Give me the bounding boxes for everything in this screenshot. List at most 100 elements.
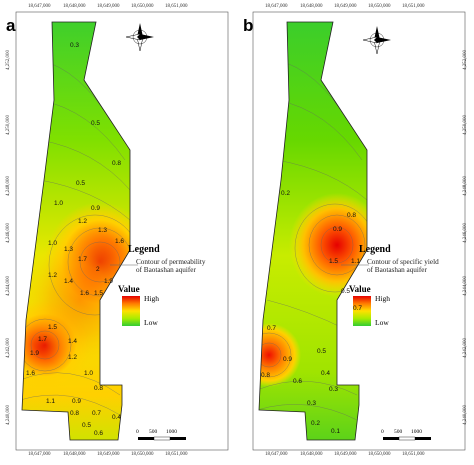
x-tick: 18,651,000 — [402, 4, 425, 9]
map-panel-b: b 18,647,000 18,648,000 18,649,000 18,65… — [237, 0, 474, 465]
contour-label: 0.5 — [341, 288, 351, 295]
scale-bar-a — [138, 436, 186, 441]
y-tick: 4,246,000 — [463, 223, 468, 243]
x-tick-bottom: 18,649,000 — [334, 452, 357, 457]
legend-description: Contour of specific yield of Baotashan a… — [367, 258, 439, 274]
value-title: Value — [349, 284, 371, 294]
contour-label: 0.7 — [353, 305, 363, 312]
legend-desc-line1: Contour of specific yield — [367, 258, 439, 266]
contour-label: 0.9 — [333, 226, 343, 233]
legend-desc-line2: of Baotashan aquifer — [136, 266, 196, 274]
contour-label: 0.4 — [321, 370, 331, 377]
scale-label: 0 — [136, 429, 139, 435]
y-tick: 4,248,000 — [463, 176, 468, 196]
north-arrow-icon — [125, 23, 154, 52]
contour-label: 1.9 — [30, 350, 40, 357]
contour-label: 0.6 — [94, 430, 104, 437]
contour-label: 0.8 — [261, 372, 271, 379]
contour-line-swatch — [341, 264, 369, 266]
contour-label: 1.5 — [329, 258, 339, 265]
contour-label: 1.9 — [104, 278, 114, 285]
ramp-high-label: High — [375, 294, 390, 303]
contour-label: 1.3 — [64, 246, 74, 253]
legend-desc-line2: of Baotashan aquifer — [367, 266, 427, 274]
contour-label: 1.0 — [54, 200, 64, 207]
x-tick-bottom: 18,651,000 — [165, 452, 188, 457]
y-tick: 4,240,000 — [6, 405, 11, 425]
contour-label: 1.5 — [48, 324, 58, 331]
contour-label: 0.9 — [72, 398, 82, 405]
contour-label: 0.3 — [329, 386, 339, 393]
x-tick-bottom: 18,649,000 — [97, 452, 120, 457]
north-arrow-icon — [362, 26, 391, 55]
contour-label: 0.5 — [76, 180, 86, 187]
x-tick: 18,649,000 — [334, 4, 357, 9]
x-tick: 18,650,000 — [368, 4, 391, 9]
contour-label: 0.9 — [91, 205, 101, 212]
map-panel-a: a 18,647,000 18,648,000 18,649,000 18,65… — [6, 4, 229, 457]
scale-label: 1000 — [411, 429, 422, 435]
contour-label: 1.6 — [80, 290, 90, 297]
x-tick: 18,651,000 — [165, 4, 188, 9]
map-canvas-a — [15, 11, 229, 451]
contour-label: 2 — [96, 266, 100, 273]
y-tick: 4,244,000 — [463, 276, 468, 296]
legend-title: Legend — [128, 244, 160, 255]
color-ramp — [353, 296, 371, 326]
y-tick: 4,246,000 — [6, 223, 11, 243]
x-tick-bottom: 18,648,000 — [63, 452, 86, 457]
y-tick: 4,242,000 — [6, 338, 11, 358]
y-tick: 4,244,000 — [6, 276, 11, 296]
contour-label: 1.4 — [68, 338, 78, 345]
contour-label: 1.4 — [64, 278, 74, 285]
contour-label: 1.6 — [26, 370, 36, 377]
scale-label: 500 — [149, 429, 158, 435]
panel-label-a: a — [6, 16, 16, 35]
contour-label: 1.1 — [46, 398, 56, 405]
contour-label: 0.8 — [347, 212, 357, 219]
x-tick-bottom: 18,650,000 — [131, 452, 154, 457]
legend-title: Legend — [359, 244, 391, 255]
contour-label: 1.2 — [68, 354, 78, 361]
legend-description: Contour of permeability of Baotashan aqu… — [136, 258, 205, 274]
x-tick-bottom: 18,648,000 — [300, 452, 323, 457]
contour-label: 0.3 — [70, 42, 80, 49]
value-title: Value — [118, 284, 140, 294]
contour-label: 1.7 — [78, 256, 88, 263]
contour-label: 0.8 — [70, 410, 80, 417]
contour-label: 0.5 — [91, 120, 101, 127]
scale-label: 1000 — [166, 429, 177, 435]
x-tick: 18,649,000 — [97, 4, 120, 9]
contour-label: 0.7 — [267, 325, 277, 332]
panel-label-b: b — [243, 16, 254, 35]
aquifer-boundary-a — [21, 21, 131, 441]
x-tick: 18,647,000 — [28, 4, 51, 9]
contour-label: 1.3 — [98, 227, 108, 234]
contour-label: 0.4 — [112, 414, 122, 421]
contour-label: 1.0 — [48, 240, 58, 247]
y-tick: 4,240,000 — [463, 405, 468, 425]
scale-label: 500 — [394, 429, 403, 435]
contour-label: 1.0 — [84, 370, 94, 377]
ramp-low-label: Low — [144, 318, 158, 327]
contour-label: 0.5 — [82, 422, 92, 429]
contour-label: 1.5 — [94, 290, 104, 297]
contour-label: 1.6 — [115, 238, 125, 245]
x-tick-bottom: 18,651,000 — [402, 452, 425, 457]
y-tick: 4,248,000 — [6, 176, 11, 196]
contour-label: 0.3 — [307, 400, 317, 407]
x-tick-bottom: 18,647,000 — [28, 452, 51, 457]
contour-label: 1.7 — [38, 336, 48, 343]
contour-label: 0.8 — [112, 160, 122, 167]
scale-label: 0 — [381, 429, 384, 435]
contour-label: 1.1 — [351, 258, 361, 265]
ramp-high-label: High — [144, 294, 159, 303]
contour-label: 0.8 — [94, 385, 104, 392]
scale-bar-b — [383, 436, 431, 441]
x-tick-bottom: 18,650,000 — [368, 452, 391, 457]
x-tick: 18,648,000 — [63, 4, 86, 9]
contour-label: 0.5 — [317, 348, 327, 355]
x-tick: 18,650,000 — [131, 4, 154, 9]
x-tick: 18,647,000 — [265, 4, 288, 9]
contour-line-swatch — [110, 264, 138, 266]
